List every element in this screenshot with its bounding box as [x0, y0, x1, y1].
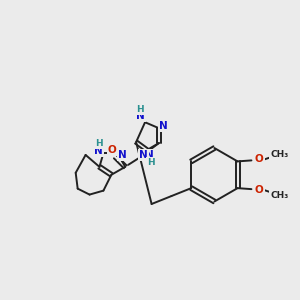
Text: O: O [108, 145, 117, 155]
Text: N: N [160, 121, 168, 131]
Text: H: H [136, 105, 144, 114]
Text: CH₃: CH₃ [270, 150, 288, 159]
Text: O: O [255, 154, 264, 164]
Text: H: H [95, 139, 102, 148]
Text: N: N [139, 150, 147, 160]
Text: N: N [145, 150, 153, 160]
Text: N: N [136, 111, 145, 121]
Text: CH₃: CH₃ [270, 190, 288, 200]
Text: O: O [255, 185, 264, 195]
Text: H: H [147, 158, 155, 167]
Text: N: N [94, 146, 103, 156]
Text: N: N [118, 150, 127, 160]
